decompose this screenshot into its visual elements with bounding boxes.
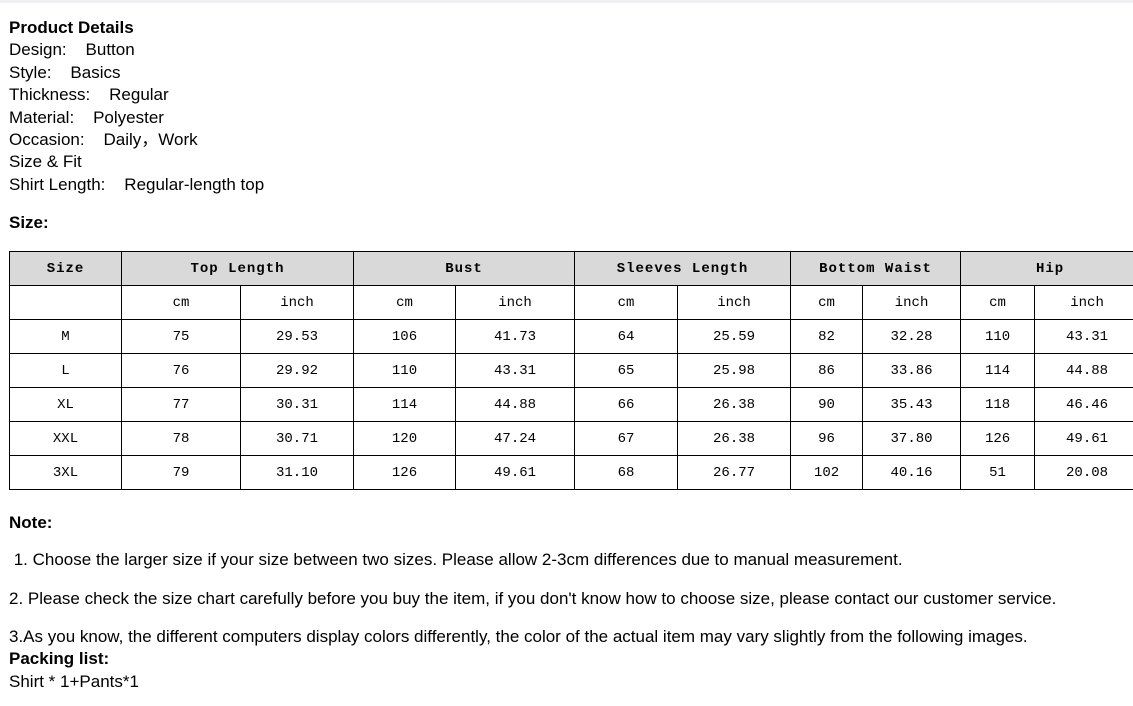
value-cell: 26.38 xyxy=(677,387,792,422)
value-cell: 67 xyxy=(574,421,679,456)
note-title: Note: xyxy=(9,513,53,532)
value-cell: 43.31 xyxy=(1034,319,1133,354)
size-cell: XXL xyxy=(9,421,122,456)
value-cell: 32.28 xyxy=(862,319,962,354)
value-cell: 77 xyxy=(121,387,241,422)
value-cell: 120 xyxy=(353,421,457,456)
value-cell: 49.61 xyxy=(1034,421,1133,456)
packing-title: Packing list: xyxy=(9,649,110,668)
value-cell: 68 xyxy=(574,455,679,490)
value-cell: 114 xyxy=(960,353,1036,388)
header-row: Size Top Length Bust Sleeves Length Bott… xyxy=(9,251,1133,286)
unit-cell: inch xyxy=(677,285,792,320)
value-cell: 31.10 xyxy=(239,455,355,490)
table-row: 3XL 79 31.10 126 49.61 68 26.77 102 40.16 51 20.08 xyxy=(9,455,1133,490)
header-cell: Hip xyxy=(960,251,1133,286)
unit-cell: inch xyxy=(862,285,962,320)
packing-value: Shirt * 1+Pants*1 xyxy=(9,672,139,691)
value-cell: 30.31 xyxy=(239,387,355,422)
value-cell: 46.46 xyxy=(1034,387,1133,422)
value-cell: 26.77 xyxy=(677,455,792,490)
value-cell: 51 xyxy=(960,455,1036,490)
value-cell: 26.38 xyxy=(677,421,792,456)
header-cell: Size xyxy=(9,251,122,286)
detail-size-fit: Size & Fit xyxy=(9,152,82,171)
unit-cell: cm xyxy=(574,285,679,320)
header-cell: Bottom Waist xyxy=(790,251,962,286)
value-cell: 75 xyxy=(121,319,241,354)
value-cell: 79 xyxy=(121,455,241,490)
unit-cell: cm xyxy=(960,285,1036,320)
note-item: 3.As you know, the different computers d… xyxy=(9,627,1028,646)
value-cell: 43.31 xyxy=(455,353,576,388)
detail-material: Material: Polyester xyxy=(9,108,164,127)
table-row: XXL 78 30.71 120 47.24 67 26.38 96 37.80 126 49.61 xyxy=(9,421,1133,456)
value-cell: 37.80 xyxy=(862,421,962,456)
size-chart-table: Size Top Length Bust Sleeves Length Bott… xyxy=(9,251,1133,490)
unit-cell: cm xyxy=(121,285,241,320)
value-cell: 126 xyxy=(353,455,457,490)
detail-style: Style: Basics xyxy=(9,63,121,82)
top-border xyxy=(0,0,1133,3)
note-item: 2. Please check the size chart carefully… xyxy=(9,589,1057,608)
value-cell: 29.92 xyxy=(239,353,355,388)
note-item: 1. Choose the larger size if your size b… xyxy=(9,550,903,569)
value-cell: 20.08 xyxy=(1034,455,1133,490)
size-cell: XL xyxy=(9,387,122,422)
unit-cell: inch xyxy=(239,285,355,320)
value-cell: 25.98 xyxy=(677,353,792,388)
value-cell: 114 xyxy=(353,387,457,422)
size-cell: L xyxy=(9,353,122,388)
value-cell: 65 xyxy=(574,353,679,388)
detail-design: Design: Button xyxy=(9,40,135,59)
table-row: XL 77 30.31 114 44.88 66 26.38 90 35.43 118 46.46 xyxy=(9,387,1133,422)
table-row: L 76 29.92 110 43.31 65 25.98 86 33.86 114 44.88 xyxy=(9,353,1133,388)
detail-thickness: Thickness: Regular xyxy=(9,85,169,104)
value-cell: 49.61 xyxy=(455,455,576,490)
value-cell: 30.71 xyxy=(239,421,355,456)
value-cell: 110 xyxy=(353,353,457,388)
unit-cell: inch xyxy=(455,285,576,320)
table-row: M 75 29.53 106 41.73 64 25.59 82 32.28 110 43.31 xyxy=(9,319,1133,354)
detail-occasion: Occasion: Daily，Work xyxy=(9,130,198,149)
value-cell: 41.73 xyxy=(455,319,576,354)
header-cell: Top Length xyxy=(120,251,355,286)
value-cell: 35.43 xyxy=(862,387,962,422)
value-cell: 76 xyxy=(121,353,241,388)
value-cell: 90 xyxy=(790,387,864,422)
value-cell: 82 xyxy=(790,319,864,354)
header-cell: Bust xyxy=(353,251,576,286)
value-cell: 64 xyxy=(574,319,679,354)
value-cell: 25.59 xyxy=(677,319,792,354)
value-cell: 44.88 xyxy=(455,387,576,422)
value-cell: 110 xyxy=(960,319,1036,354)
size-label: Size: xyxy=(9,213,49,232)
value-cell: 118 xyxy=(960,387,1036,422)
header-cell: Sleeves Length xyxy=(574,251,792,286)
value-cell: 29.53 xyxy=(239,319,355,354)
size-cell: M xyxy=(9,319,122,354)
value-cell: 44.88 xyxy=(1034,353,1133,388)
unit-cell: cm xyxy=(353,285,457,320)
value-cell: 47.24 xyxy=(455,421,576,456)
value-cell: 40.16 xyxy=(862,455,962,490)
details-title: Product Details xyxy=(9,18,134,37)
value-cell: 106 xyxy=(353,319,457,354)
units-row: cm inch cm inch cm inch cm inch cm inch xyxy=(9,285,1133,320)
value-cell: 66 xyxy=(574,387,679,422)
value-cell: 102 xyxy=(790,455,864,490)
value-cell: 86 xyxy=(790,353,864,388)
value-cell: 96 xyxy=(790,421,864,456)
value-cell: 126 xyxy=(960,421,1036,456)
unit-cell: inch xyxy=(1034,285,1133,320)
size-cell: 3XL xyxy=(9,455,122,490)
value-cell: 78 xyxy=(121,421,241,456)
unit-cell xyxy=(9,285,122,320)
value-cell: 33.86 xyxy=(862,353,962,388)
detail-shirt-length: Shirt Length: Regular-length top xyxy=(9,175,265,194)
unit-cell: cm xyxy=(790,285,864,320)
